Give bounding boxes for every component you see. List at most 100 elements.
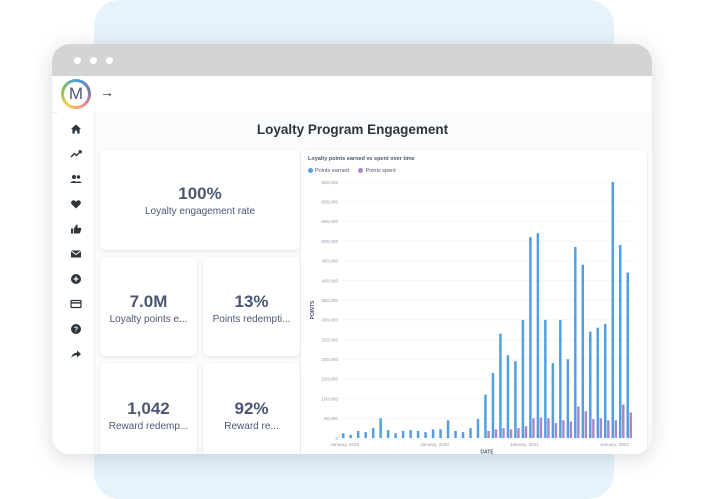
bar-points-spent [607,420,610,438]
x-tick-label: January, 2021 [510,442,539,447]
bar-points-earned [416,430,420,438]
y-tick-label: 600,000 [321,199,338,204]
add-circle-icon[interactable] [67,270,85,288]
heart-icon[interactable] [67,195,85,213]
y-tick-label: 650,000 [321,180,338,185]
window-dot [106,57,113,64]
metric-value: 92% [234,399,269,418]
trending-icon[interactable] [67,145,85,163]
bar-points-earned [394,433,397,438]
home-icon[interactable] [67,120,85,138]
bar-points-earned [439,429,442,438]
bar-points-spent [539,417,543,438]
bar-points-earned [521,319,525,438]
metric-card-engagement-rate[interactable]: 100% Loyalty engagement rate [100,150,300,250]
window-dot [90,57,97,64]
share-icon[interactable] [67,345,85,363]
y-tick-label: 350,000 [321,298,338,303]
y-tick-label: 150,000 [321,377,338,382]
legend-label: Points spent [365,168,396,174]
chart-card[interactable]: Loyalty points earned vs spent over time… [301,150,647,454]
bar-points-earned [589,331,592,438]
bar-points-earned [596,327,600,438]
help-icon[interactable]: ? [67,320,85,338]
bar-points-earned [379,418,382,438]
legend-item-earned[interactable]: Points earned [308,168,349,174]
metric-card-points-redemption[interactable]: 13% Points redempti... [203,257,300,356]
legend-swatch [308,168,313,174]
bar-points-earned [386,430,390,438]
bar-points-earned [476,419,480,438]
mail-icon[interactable] [67,245,85,263]
bar-points-earned [499,333,502,438]
x-tick-label: January, 2022 [600,442,629,447]
bar-points-earned [461,432,465,438]
window-chrome [52,44,652,76]
top-bar: M → [52,76,652,113]
bar-points-earned [454,430,457,438]
x-tick-label: January, 2020 [420,442,449,447]
bar-points-earned [544,319,547,438]
y-tick-label: 250,000 [321,337,338,342]
credit-card-icon[interactable] [67,295,85,313]
metabase-logo[interactable]: M [61,79,91,109]
svg-text:?: ? [74,327,78,334]
metric-card-reward-redemptions[interactable]: 1,042 Reward redemp... [100,363,197,454]
metric-label: Loyalty points e... [109,314,188,325]
metric-card-points-earned[interactable]: 7.0M Loyalty points e... [100,257,197,356]
bar-points-earned [469,428,472,438]
y-tick-label: 50,000 [324,416,338,421]
x-tick-label: January, 2019 [330,442,359,447]
bar-points-earned [484,394,487,438]
y-tick-label: 200,000 [321,357,338,362]
y-axis-label: POINTS [310,300,316,319]
y-tick-label: 100,000 [321,396,338,401]
metric-card-reward-rate[interactable]: 92% Reward re... [203,363,300,454]
chart-title: Loyalty points earned vs spent over time [308,156,415,162]
page-title: Loyalty Program Engagement [256,122,449,137]
bar-points-earned [446,420,450,438]
bar-points-earned [514,361,517,438]
metric-value: 7.0M [129,292,168,311]
bar-points-earned [536,233,540,438]
bar-points-earned [626,272,629,438]
bar-points-spent [592,419,595,438]
bar-chart: 0 50,000 100,000 150,000 200,000 250,000 300,0… [310,180,633,455]
bar-points-earned [341,433,345,438]
y-tick-label: 400,000 [321,278,338,283]
bar-points-spent [502,428,505,438]
bar-points-spent [622,404,625,438]
x-axis-label: DATE [480,450,494,455]
bar-points-earned [371,428,375,438]
metric-label: Reward re... [224,421,279,432]
metric-value: 1,042 [127,399,170,418]
bar-points-spent [547,418,550,438]
bar-points-spent [517,428,520,438]
legend-item-spent[interactable]: Points spent [358,168,396,174]
bar-points-earned [574,246,577,438]
metric-label: Points redempti... [212,314,291,325]
bar-points-spent [554,423,558,438]
y-tick-label: 450,000 [321,259,338,264]
bar-points-earned [401,430,405,438]
bar-points-earned [349,434,352,438]
bar-points-spent [487,430,490,438]
legend-swatch [358,168,364,174]
legend-label: Points earned [315,168,349,174]
app-window: M → ? [52,44,652,454]
bar-points-earned [566,359,570,438]
bar-points-spent [562,420,565,438]
y-tick-label: 500,000 [321,239,338,244]
y-tick-label: 300,000 [321,318,338,323]
bar-points-earned [506,355,510,438]
bar-points-earned [356,430,360,438]
chart-legend: Points earned Points spent [308,168,404,174]
dashboard-main: Loyalty Program Engagement 100% Loyalty … [95,112,652,454]
thumbs-up-icon[interactable] [67,220,85,238]
sidebar: ? [58,112,95,454]
bar-points-earned [364,432,367,438]
people-icon[interactable] [67,170,85,188]
bar-points-earned [611,182,614,438]
bar-points-spent [599,418,603,438]
arrow-right-icon[interactable]: → [100,84,114,100]
